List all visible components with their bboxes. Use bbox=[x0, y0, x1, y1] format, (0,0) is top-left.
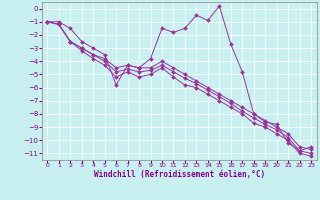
X-axis label: Windchill (Refroidissement éolien,°C): Windchill (Refroidissement éolien,°C) bbox=[94, 170, 265, 179]
